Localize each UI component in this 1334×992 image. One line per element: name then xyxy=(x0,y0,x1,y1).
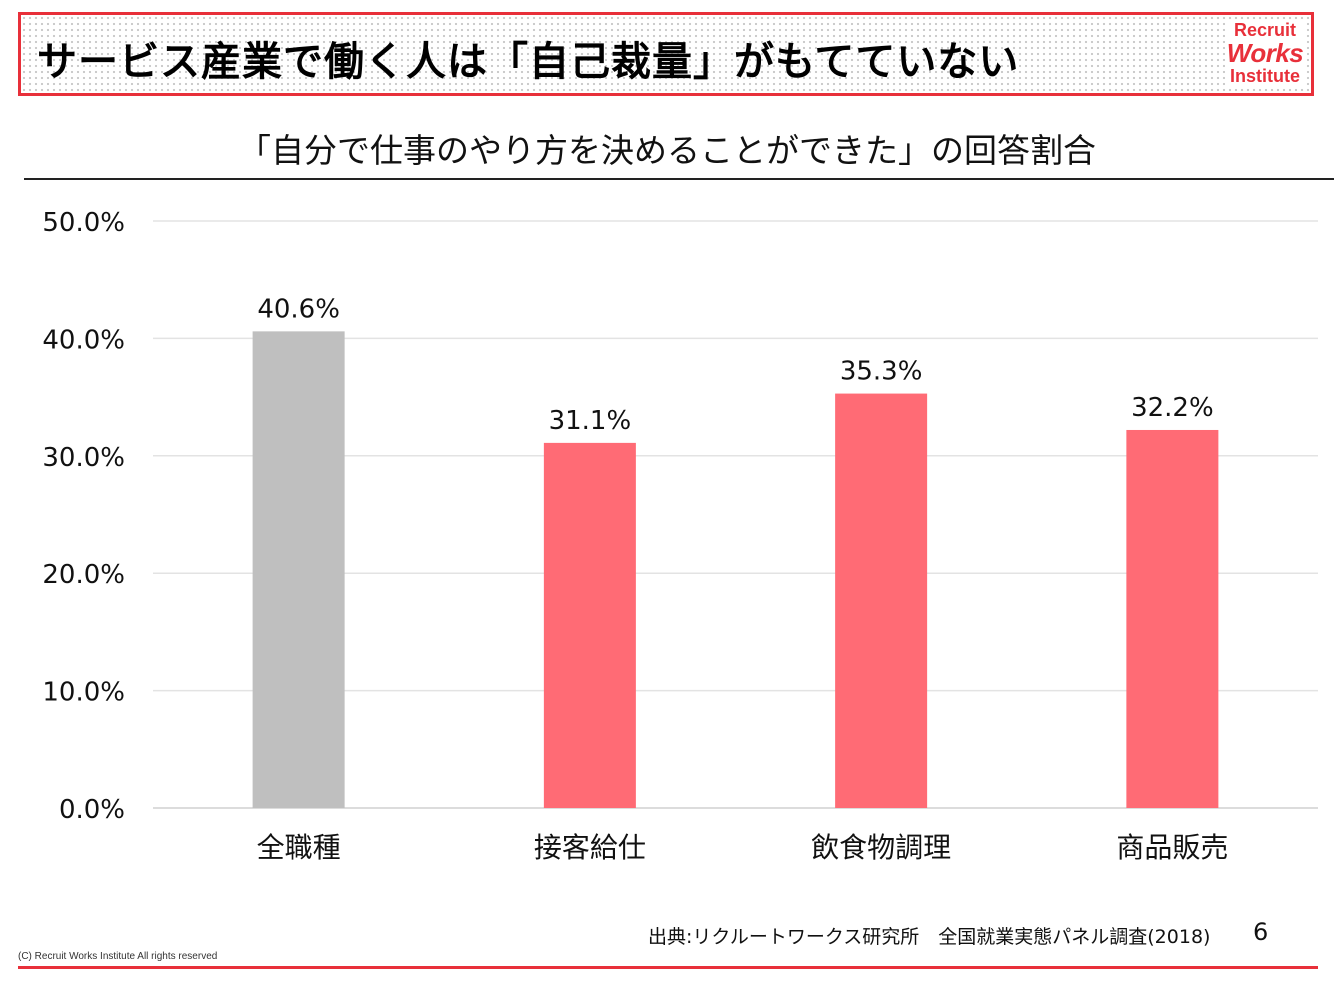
page-number: 6 xyxy=(1253,918,1269,946)
bar xyxy=(835,393,928,808)
value-label: 35.3% xyxy=(840,357,923,387)
category-labels: 全職種 接客給仕 飲食物調理 商品販売 xyxy=(257,831,1229,864)
y-tick-label: 40.0% xyxy=(42,325,125,355)
value-label: 32.2% xyxy=(1131,393,1214,423)
y-tick-label: 0.0% xyxy=(59,795,125,825)
source-note: 出典:リクルートワークス研究所 全国就業実態パネル調査(2018) xyxy=(648,926,1211,948)
bar xyxy=(252,331,345,808)
value-label: 31.1% xyxy=(549,406,632,436)
header-banner: サービス産業で働く人は「自己裁量」がもてていない Recruit Works I… xyxy=(18,12,1314,96)
copyright-notice: (C) Recruit Works Institute All rights r… xyxy=(18,951,218,962)
page-title: サービス産業で働く人は「自己裁量」がもてていない xyxy=(37,39,1020,85)
bars xyxy=(252,331,1219,808)
category-label: 飲食物調理 xyxy=(811,831,951,864)
logo-line-works: Works xyxy=(1226,37,1304,68)
chart-title: 「自分で仕事のやり方を決めることができた」の回答割合 xyxy=(238,131,1096,170)
logo-line-recruit: Recruit xyxy=(1233,20,1296,40)
y-tick-label: 20.0% xyxy=(42,560,125,590)
category-label: 全職種 xyxy=(257,831,341,864)
category-label: 接客給仕 xyxy=(534,831,646,864)
logo-line-institute: Institute xyxy=(1230,66,1300,87)
value-label: 40.6% xyxy=(257,294,340,324)
y-tick-label: 10.0% xyxy=(42,678,125,708)
grid-lines xyxy=(153,220,1318,809)
footer-divider xyxy=(18,966,1318,969)
y-tick-label: 50.0% xyxy=(42,208,125,238)
y-axis-tick-labels: 0.0% 10.0% 20.0% 30.0% 40.0% 50.0% xyxy=(42,208,125,825)
bar xyxy=(1126,429,1219,808)
category-label: 商品販売 xyxy=(1116,831,1228,864)
title-divider xyxy=(24,178,1334,180)
y-tick-label: 30.0% xyxy=(42,443,125,473)
bar xyxy=(543,442,636,808)
recruit-works-logo: Recruit Works Institute xyxy=(1225,20,1305,87)
value-labels: 40.6% 31.1% 35.3% 32.2% xyxy=(257,294,1213,436)
